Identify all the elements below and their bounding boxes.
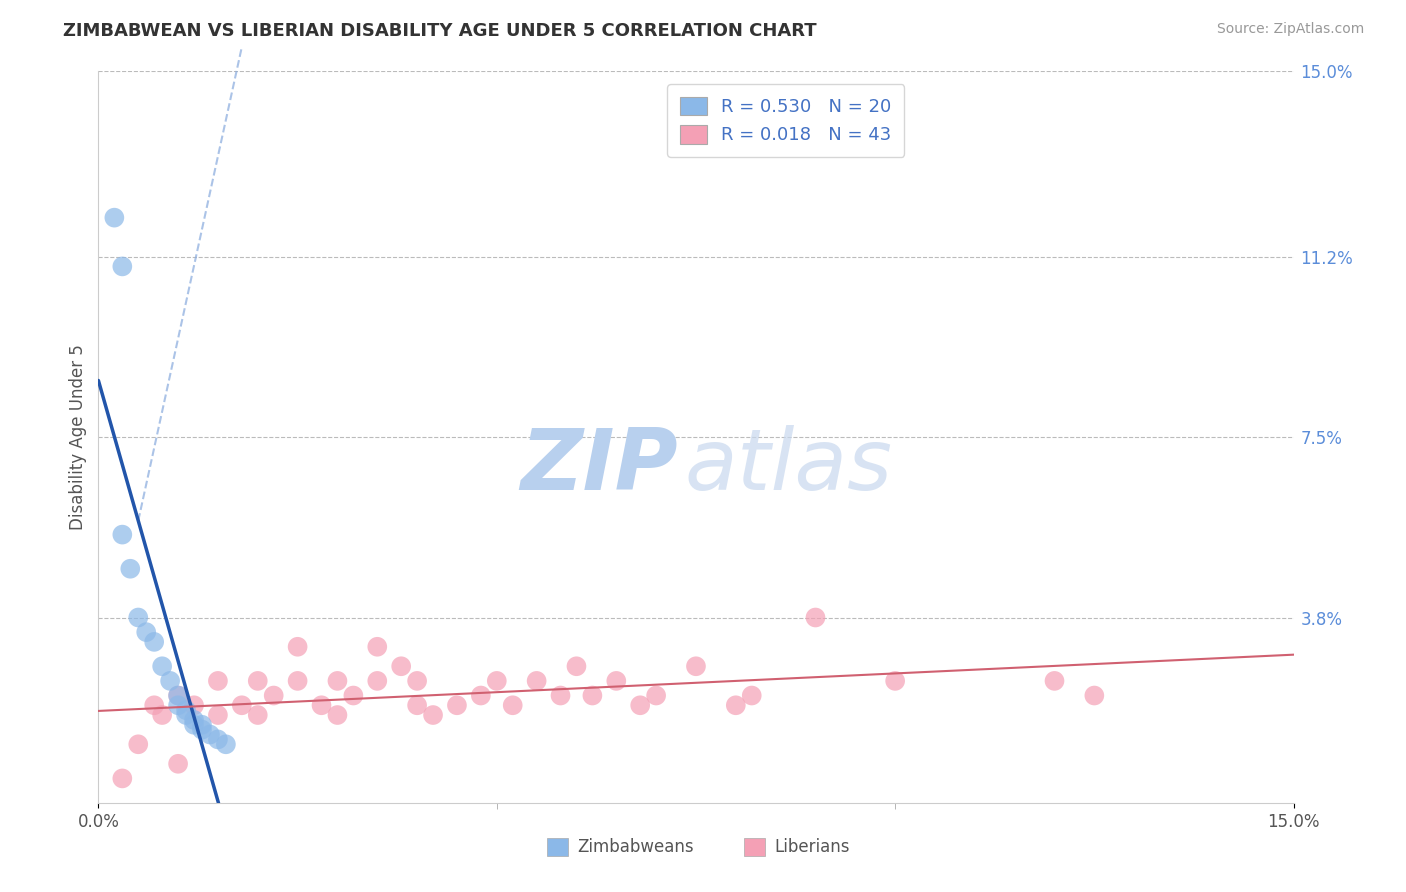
Point xyxy=(127,610,149,624)
FancyBboxPatch shape xyxy=(744,838,765,855)
Point xyxy=(207,708,229,723)
Point xyxy=(143,698,166,713)
Point xyxy=(150,708,173,723)
Point xyxy=(207,673,229,688)
Point xyxy=(111,527,134,541)
Y-axis label: Disability Age Under 5: Disability Age Under 5 xyxy=(69,344,87,530)
Point xyxy=(167,698,190,713)
Text: atlas: atlas xyxy=(685,425,891,508)
Point xyxy=(804,610,827,624)
Point xyxy=(406,698,429,713)
Point xyxy=(581,689,603,703)
Point xyxy=(127,737,149,751)
Point xyxy=(1043,673,1066,688)
Point xyxy=(685,659,707,673)
Point xyxy=(628,698,651,713)
Point xyxy=(246,708,269,723)
Point xyxy=(143,635,166,649)
Point xyxy=(526,673,548,688)
Point xyxy=(741,689,763,703)
Point xyxy=(406,673,429,688)
Point xyxy=(150,659,173,673)
Point xyxy=(311,698,333,713)
Point xyxy=(191,723,214,737)
Point xyxy=(470,689,492,703)
Point xyxy=(884,673,907,688)
Point xyxy=(207,732,229,747)
Point xyxy=(565,659,588,673)
FancyBboxPatch shape xyxy=(547,838,568,855)
Legend: R = 0.530   N = 20, R = 0.018   N = 43: R = 0.530 N = 20, R = 0.018 N = 43 xyxy=(666,84,904,157)
Point xyxy=(167,689,190,703)
Point xyxy=(342,689,364,703)
Point xyxy=(1083,689,1105,703)
Point xyxy=(111,260,134,274)
Point xyxy=(263,689,285,703)
Point xyxy=(198,727,221,741)
Point xyxy=(326,673,349,688)
Point xyxy=(326,708,349,723)
Point xyxy=(174,708,197,723)
Text: ZIMBABWEAN VS LIBERIAN DISABILITY AGE UNDER 5 CORRELATION CHART: ZIMBABWEAN VS LIBERIAN DISABILITY AGE UN… xyxy=(63,22,817,40)
Point xyxy=(167,756,190,771)
Point xyxy=(287,673,309,688)
Point xyxy=(135,625,157,640)
Point xyxy=(183,698,205,713)
Point xyxy=(446,698,468,713)
Point xyxy=(366,673,388,688)
Point xyxy=(502,698,524,713)
Point xyxy=(422,708,444,723)
Point xyxy=(550,689,572,703)
Point xyxy=(485,673,508,688)
Point xyxy=(111,772,134,786)
Text: Liberians: Liberians xyxy=(775,838,851,855)
Text: Source: ZipAtlas.com: Source: ZipAtlas.com xyxy=(1216,22,1364,37)
Point xyxy=(366,640,388,654)
Point xyxy=(120,562,142,576)
Point xyxy=(183,718,205,732)
Point xyxy=(183,713,205,727)
Text: ZIP: ZIP xyxy=(520,425,678,508)
Point xyxy=(724,698,747,713)
Point xyxy=(191,718,214,732)
Point xyxy=(389,659,412,673)
Point xyxy=(159,673,181,688)
Point xyxy=(645,689,668,703)
Text: Zimbabweans: Zimbabweans xyxy=(578,838,695,855)
Point xyxy=(605,673,627,688)
Point xyxy=(231,698,253,713)
Point xyxy=(174,703,197,717)
Point xyxy=(215,737,238,751)
Point xyxy=(103,211,125,225)
Point xyxy=(167,689,190,703)
Point xyxy=(246,673,269,688)
Point xyxy=(287,640,309,654)
